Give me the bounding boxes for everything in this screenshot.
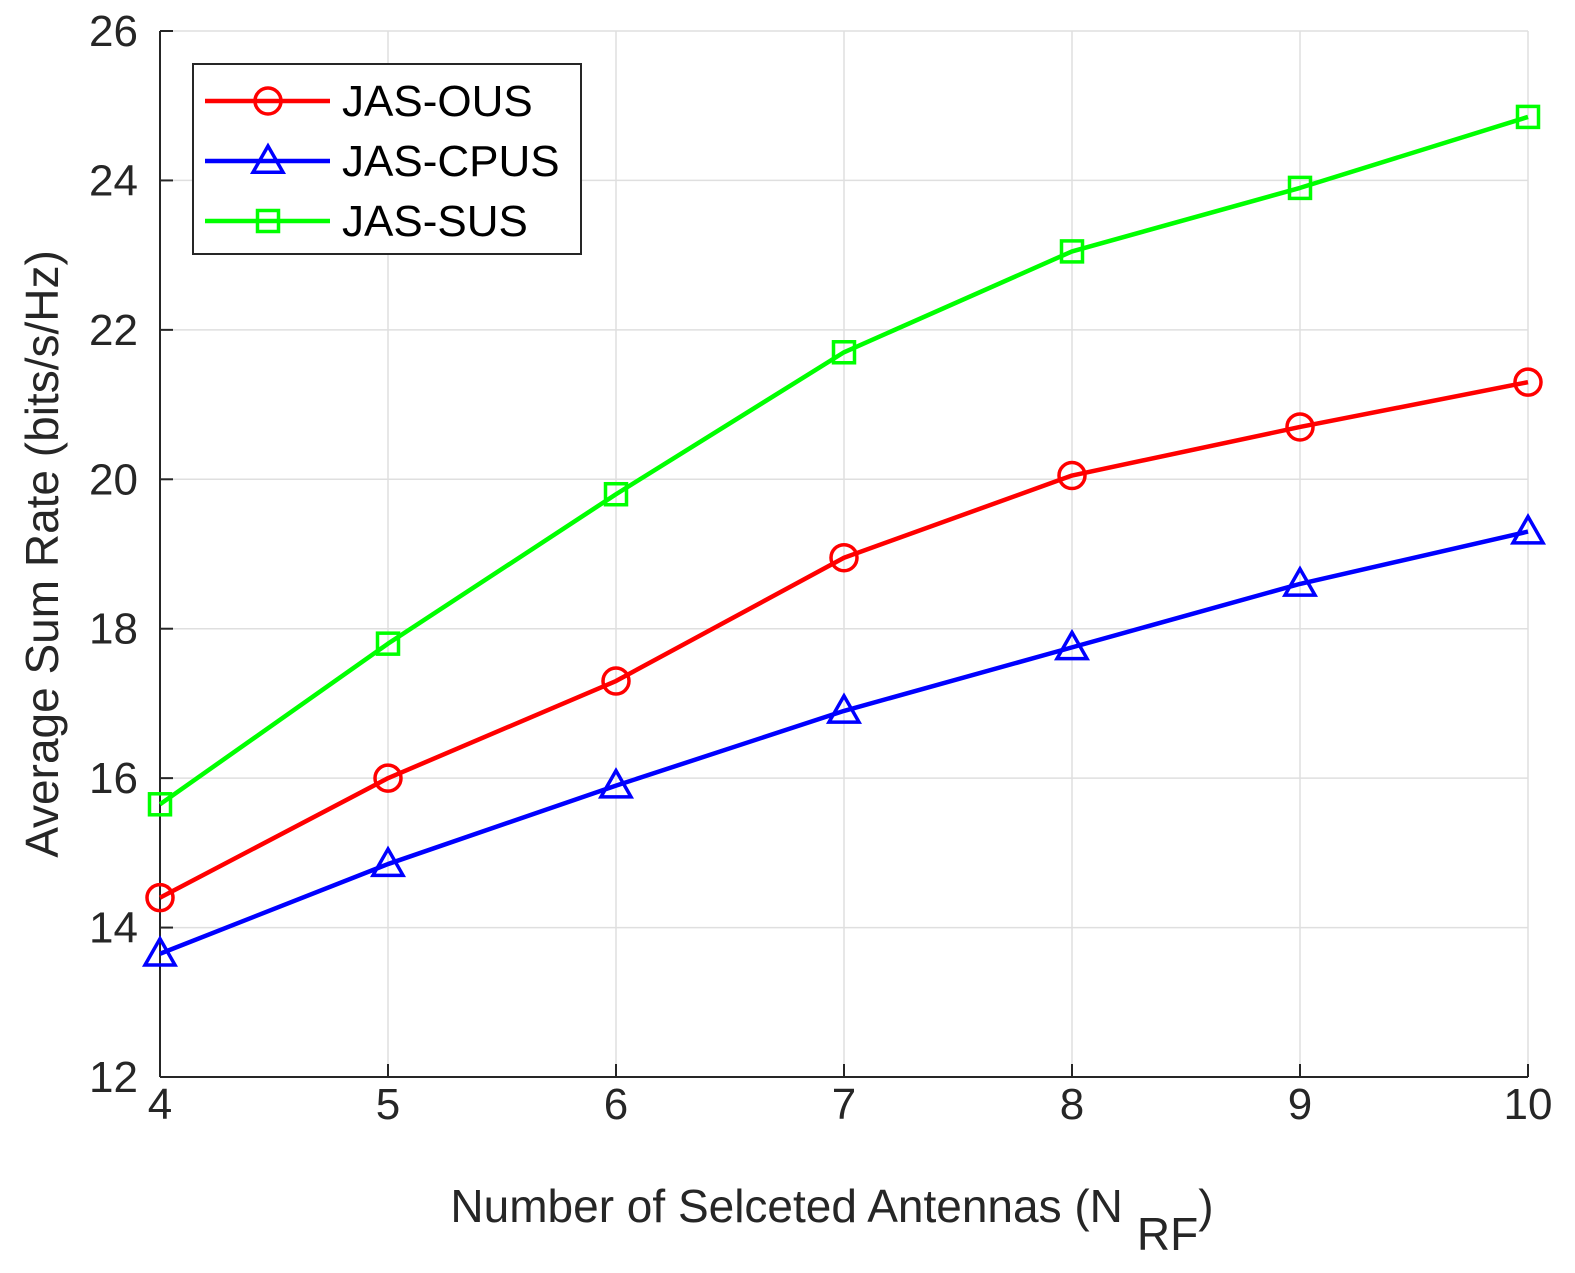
data-point-jas-cpus bbox=[825, 692, 863, 724]
series-jas-ous bbox=[145, 367, 1543, 913]
data-point-jas-sus bbox=[603, 481, 629, 507]
x-tick-label: 8 bbox=[1060, 1080, 1084, 1129]
data-point-jas-sus bbox=[147, 792, 173, 817]
y-tick-label: 26 bbox=[89, 7, 138, 56]
y-tick-label: 18 bbox=[89, 605, 138, 654]
x-axis-label-subscript: RF bbox=[1137, 1208, 1198, 1260]
data-point-jas-cpus bbox=[1053, 628, 1091, 661]
data-point-jas-cpus bbox=[597, 767, 635, 799]
data-point-jas-ous bbox=[373, 763, 403, 793]
legend-item-jas-cpus: JAS-CPUS bbox=[205, 137, 560, 186]
legend-marker-jas-sus bbox=[255, 208, 281, 234]
data-point-jas-sus bbox=[1287, 175, 1313, 201]
legend-item-jas-ous: JAS-OUS bbox=[205, 77, 533, 126]
data-point-jas-ous bbox=[1285, 412, 1315, 442]
tick-labels: 4 5 6 7 8 9 10 12 14 16 18 20 22 24 26 bbox=[89, 7, 1552, 1129]
y-axis-label: Average Sum Rate (bits/s/Hz) bbox=[16, 250, 68, 858]
series-jas-sus bbox=[147, 104, 1541, 817]
series-line-jas-ous bbox=[158, 379, 1529, 900]
y-tick-label: 20 bbox=[89, 455, 138, 504]
legend-item-jas-sus: JAS-SUS bbox=[205, 197, 528, 246]
data-point-jas-sus bbox=[375, 631, 401, 656]
legend-label-jas-sus: JAS-SUS bbox=[342, 197, 528, 246]
data-point-jas-sus bbox=[1059, 239, 1085, 264]
legend-label-jas-ous: JAS-OUS bbox=[342, 77, 533, 126]
data-point-jas-cpus bbox=[141, 935, 179, 967]
x-tick-label: 6 bbox=[604, 1080, 628, 1129]
data-point-jas-ous bbox=[829, 542, 859, 573]
data-point-jas-cpus bbox=[1281, 565, 1319, 597]
data-point-jas-cpus bbox=[1509, 513, 1547, 545]
legend-marker-jas-ous bbox=[253, 86, 283, 116]
x-axis-label-main: Number of Selceted Antennas (N bbox=[450, 1180, 1122, 1232]
series bbox=[141, 104, 1547, 967]
y-tick-label: 16 bbox=[89, 754, 138, 803]
data-point-jas-sus bbox=[831, 340, 857, 365]
y-tick-label: 22 bbox=[89, 306, 138, 355]
y-tick-label: 24 bbox=[89, 156, 138, 205]
x-axis-label-suffix: ) bbox=[1198, 1180, 1213, 1232]
data-point-jas-ous bbox=[601, 666, 631, 696]
y-tick-label: 14 bbox=[89, 904, 138, 953]
data-point-jas-sus bbox=[1515, 104, 1541, 130]
x-axis-label: Number of Selceted Antennas (N RF) bbox=[450, 1180, 1213, 1260]
series-line-jas-sus bbox=[158, 114, 1529, 807]
x-tick-label: 4 bbox=[148, 1080, 172, 1129]
x-tick-label: 10 bbox=[1504, 1080, 1553, 1129]
y-tick-label: 12 bbox=[89, 1053, 138, 1102]
axes bbox=[159, 30, 1529, 1078]
data-point-jas-ous bbox=[1057, 460, 1087, 491]
data-point-jas-cpus bbox=[369, 845, 407, 878]
legend-marker-jas-cpus bbox=[249, 142, 287, 174]
x-tick-label: 7 bbox=[832, 1080, 856, 1129]
series-line-jas-cpus bbox=[159, 529, 1529, 956]
x-tick-label: 5 bbox=[376, 1080, 400, 1129]
x-tick-label: 9 bbox=[1288, 1080, 1312, 1129]
data-point-jas-ous bbox=[1513, 367, 1543, 397]
legend: JAS-OUS JAS-CPUS JAS-SUS bbox=[192, 63, 582, 255]
data-point-jas-ous bbox=[145, 882, 175, 913]
series-jas-cpus bbox=[141, 513, 1547, 967]
legend-label-jas-cpus: JAS-CPUS bbox=[342, 137, 560, 186]
